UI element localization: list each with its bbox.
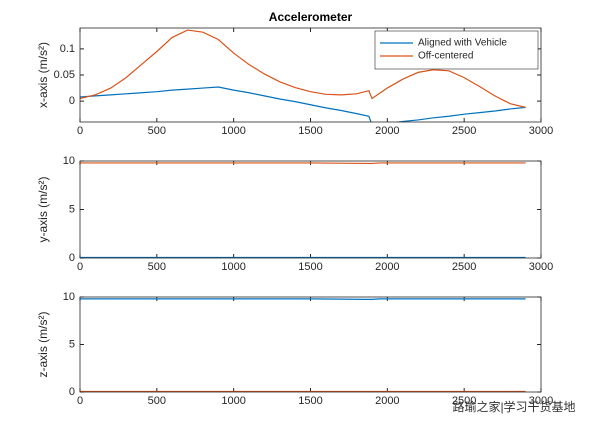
y-tick-label: 0 [69,95,75,107]
x-tick-label: 1000 [221,125,245,137]
x-tick-label: 3000 [529,395,553,407]
plot-lines [80,162,526,258]
y-tick-label: 10 [63,155,75,167]
x-tick-label: 0 [77,261,83,273]
plot-area [80,297,541,392]
x-tick-label: 1000 [221,261,245,273]
x-tick-label: 2000 [375,125,399,137]
axes-box [79,296,542,393]
y-tick-label: 0 [69,386,75,398]
x-tick-label: 0 [77,395,83,407]
legend-label: Aligned with Vehicle [418,38,507,49]
series-line [80,86,526,122]
x-tick-label: 1500 [298,125,322,137]
x-tick-label: 500 [148,261,166,273]
legend-label: Off-centered [418,51,473,62]
x-tick-label: 1000 [221,395,245,407]
y-tick-label: 5 [69,338,75,350]
y-tick-label: 0 [69,252,75,264]
x-tick-label: 1500 [298,261,322,273]
x-tick-label: 1500 [298,395,322,407]
plot-lines [80,29,526,122]
y-tick-label: 5 [69,203,75,215]
x-tick-label: 2500 [452,261,476,273]
x-tick-label: 2000 [375,395,399,407]
axes-box [79,160,542,259]
y-axis-label: y-axis (m/s²) [36,177,50,243]
watermark: 路瑜之家|学习干货基地 [452,399,575,414]
x-tick-label: 2500 [452,395,476,407]
legend-box [374,30,539,70]
plot-area [80,161,541,258]
y-tick-label: 0.05 [54,69,75,81]
x-tick-label: 0 [77,125,83,137]
x-tick-label: 3000 [529,125,553,137]
axes-box [79,27,542,123]
x-tick-label: 2500 [452,125,476,137]
x-tick-label: 3000 [529,261,553,273]
chart-title: Accelerometer [269,10,353,24]
x-tick-label: 500 [148,395,166,407]
y-tick-label: 10 [63,291,75,303]
y-axis-label: z-axis (m/s²) [36,312,50,378]
y-tick-label: 0.1 [60,43,75,55]
x-tick-label: 500 [148,125,166,137]
plot-lines [80,298,526,392]
y-axis-label: x-axis (m/s²) [36,42,50,108]
series-line [80,29,526,108]
x-tick-label: 2000 [375,261,399,273]
